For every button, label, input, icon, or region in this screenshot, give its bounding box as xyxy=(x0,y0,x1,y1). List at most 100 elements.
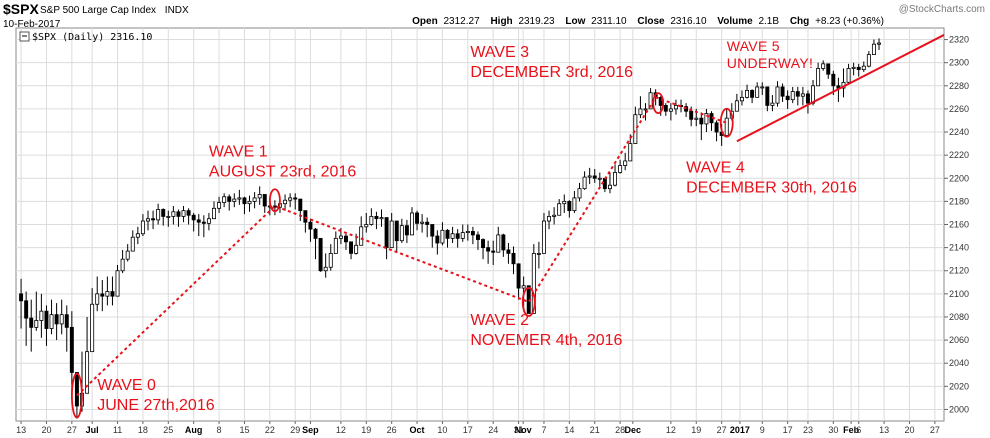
wave-annotation-line: WAVE 0 xyxy=(97,377,156,394)
x-tick-label: 28 xyxy=(615,425,625,435)
candle-body-up xyxy=(333,237,338,254)
candle-body-down xyxy=(242,197,247,205)
candle xyxy=(470,226,475,245)
x-tick-label: 20 xyxy=(41,425,51,435)
x-tick-label: 27 xyxy=(930,425,940,435)
candle-body-down xyxy=(486,247,491,252)
candle-body-up xyxy=(222,196,227,203)
candle xyxy=(364,212,369,233)
candle xyxy=(557,199,562,216)
candle-body-down xyxy=(795,91,800,97)
candle-body-up xyxy=(166,216,171,218)
candle-body-up xyxy=(212,207,216,220)
candle xyxy=(745,84,750,99)
candle xyxy=(237,189,242,205)
candle-body-down xyxy=(501,234,506,251)
candle-body-down xyxy=(506,249,511,254)
candle-body-up xyxy=(577,188,582,199)
candle xyxy=(491,240,496,265)
candle xyxy=(704,108,709,133)
x-tick-label: 6 xyxy=(856,425,861,435)
candle xyxy=(846,63,851,85)
x-tick-label: Dec xyxy=(625,425,642,435)
open-value: 2312.27 xyxy=(444,16,481,27)
candle xyxy=(755,82,760,98)
candle xyxy=(673,99,678,115)
x-tick-label: 24 xyxy=(488,425,498,435)
wave-annotation: WAVE 1 AUGUST 23rd, 2016 xyxy=(209,143,356,180)
candle-body-up xyxy=(95,293,100,305)
candle xyxy=(597,172,602,187)
x-tick-label: 11 xyxy=(113,425,122,435)
candle-body-up xyxy=(633,114,638,144)
x-tick-label: 12 xyxy=(666,425,676,435)
candle-body-up xyxy=(338,235,343,239)
candle-body-up xyxy=(105,291,110,297)
candle xyxy=(191,212,196,232)
candle xyxy=(547,210,552,230)
x-tick-label: 29 xyxy=(290,425,300,435)
candle xyxy=(404,219,409,243)
candle-body-down xyxy=(805,93,810,104)
candle xyxy=(100,279,105,312)
candle xyxy=(227,194,232,211)
candle-body-down xyxy=(831,73,836,87)
candle-body-up xyxy=(389,220,394,249)
candle-body-down xyxy=(293,197,298,200)
candle xyxy=(181,206,186,223)
candle xyxy=(785,90,790,109)
wave-annotation: WAVE 3 DECEMBER 3rd, 2016 xyxy=(470,44,633,81)
x-tick-label: 8 xyxy=(217,425,222,435)
candle-body-down xyxy=(303,210,308,223)
candle xyxy=(384,217,389,260)
candle-body-down xyxy=(470,231,475,236)
candle-body-down xyxy=(44,310,49,329)
candle-body-up xyxy=(587,175,592,178)
candle-body-up xyxy=(775,86,780,104)
x-tick-label: Oct xyxy=(410,425,425,435)
legend-label: $SPX (Daily) 2316.10 xyxy=(32,32,152,43)
x-tick-label: 19 xyxy=(691,425,701,435)
candle-body-up xyxy=(846,68,851,83)
candle-body-down xyxy=(475,234,480,240)
gridlines xyxy=(16,28,944,421)
candle xyxy=(323,253,328,278)
company-name-text: S&P 500 Large Cap Index xyxy=(40,5,156,16)
candle xyxy=(115,264,120,297)
candle-body-down xyxy=(592,175,597,179)
x-tick-label: 22 xyxy=(265,425,275,435)
candle xyxy=(161,208,166,226)
candle xyxy=(460,224,465,242)
candle-body-down xyxy=(54,314,59,325)
x-tick-label: 30 xyxy=(828,425,838,435)
candle-body-down xyxy=(826,63,831,75)
candle-body-up xyxy=(866,54,871,67)
candle xyxy=(212,201,216,220)
candle xyxy=(790,86,795,104)
candle xyxy=(770,95,775,112)
candle xyxy=(699,112,704,141)
candle xyxy=(643,103,648,121)
x-tick-label: 13 xyxy=(16,425,26,435)
candle-body-up xyxy=(323,266,328,272)
x-tick-label: 23 xyxy=(803,425,813,435)
candle-body-up xyxy=(85,351,90,394)
candle xyxy=(146,210,150,231)
wave-marker-ellipse xyxy=(521,287,536,317)
candle-body-up xyxy=(638,108,643,116)
candle xyxy=(252,192,257,209)
candle-body-down xyxy=(374,216,379,220)
candle-body-up xyxy=(237,197,242,200)
candle xyxy=(374,211,379,230)
candle-body-down xyxy=(151,218,156,221)
x-tick-label: Sep xyxy=(302,425,319,435)
exchange-label: INDX xyxy=(165,5,189,16)
candle-body-up xyxy=(496,234,501,253)
x-tick-label: 17 xyxy=(783,425,793,435)
candle xyxy=(592,169,597,183)
candle xyxy=(877,38,881,50)
candle-body-down xyxy=(298,198,303,212)
candle xyxy=(333,231,338,254)
x-tick-label: Feb xyxy=(843,425,860,435)
candle xyxy=(140,214,145,237)
